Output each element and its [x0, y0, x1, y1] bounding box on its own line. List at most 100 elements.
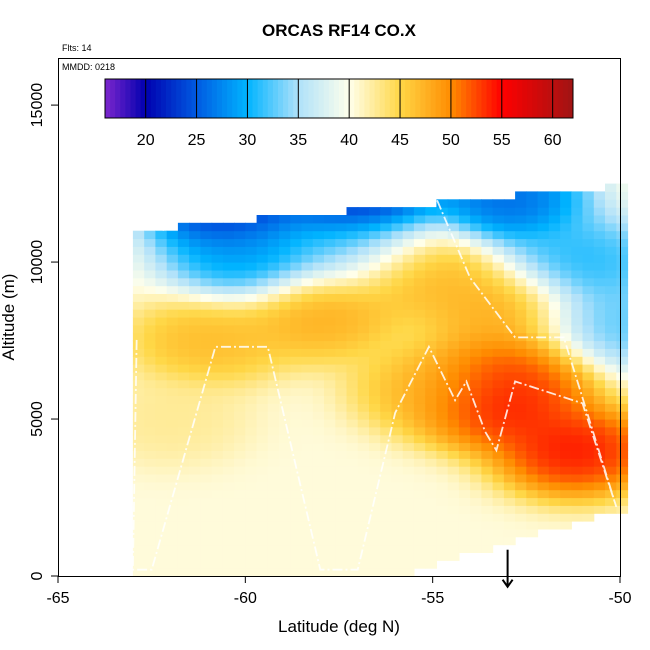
- heatmap-cell: [267, 371, 280, 381]
- colorbar-segment: [557, 79, 564, 118]
- heatmap-cell: [335, 450, 348, 459]
- heatmap-cell: [245, 513, 258, 522]
- heatmap-cell: [481, 301, 494, 310]
- flight-track: [131, 188, 618, 571]
- heatmap-cell: [548, 521, 561, 530]
- heatmap-cell: [211, 238, 224, 247]
- heatmap-cell: [369, 246, 381, 255]
- heatmap-cell: [234, 277, 246, 287]
- heatmap-cell: [144, 528, 156, 538]
- heatmap-cell: [391, 426, 404, 436]
- heatmap-cell: [548, 466, 561, 475]
- heatmap-cell: [234, 568, 246, 577]
- heatmap-cell: [560, 395, 572, 404]
- heatmap-cell: [436, 395, 449, 404]
- colorbar-segment: [257, 79, 264, 118]
- heatmap-cell: [425, 277, 437, 287]
- heatmap-cell: [290, 332, 303, 342]
- heatmap-cell: [425, 552, 437, 561]
- heatmap-cell: [155, 277, 168, 287]
- heatmap-cell: [155, 356, 168, 365]
- heatmap-cell: [324, 222, 336, 232]
- heatmap-cell: [144, 403, 156, 412]
- heatmap-cell: [144, 246, 156, 255]
- heatmap-cell: [132, 536, 145, 546]
- heatmap-cell: [582, 277, 595, 287]
- heatmap-cell: [402, 332, 415, 342]
- heatmap-cell: [582, 497, 595, 506]
- heatmap-cell: [290, 371, 303, 381]
- heatmap-cell: [560, 269, 572, 279]
- heatmap-cell: [593, 371, 606, 381]
- heatmap-cell: [155, 301, 168, 310]
- heatmap-cell: [458, 505, 471, 514]
- heatmap-cell: [279, 332, 291, 342]
- heatmap-cell: [470, 544, 482, 553]
- heatmap-cell: [593, 207, 606, 216]
- heatmap-cell: [245, 536, 258, 546]
- heatmap-cell: [132, 474, 145, 483]
- heatmap-cell: [177, 309, 190, 318]
- heatmap-cell: [413, 246, 426, 255]
- heatmap-cell: [537, 442, 550, 451]
- heatmap-cell: [357, 230, 370, 240]
- heatmap-cell: [447, 317, 460, 326]
- heatmap-cell: [447, 481, 460, 491]
- heatmap-cell: [470, 513, 482, 522]
- heatmap-cell: [290, 521, 303, 530]
- heatmap-cell: [560, 403, 572, 412]
- colorbar-tick-label: 60: [544, 132, 562, 149]
- heatmap-cell: [526, 481, 539, 491]
- colorbar-segment: [486, 79, 493, 118]
- heatmap-cell: [211, 411, 224, 420]
- heatmap-cell: [526, 324, 539, 334]
- heatmap-cell: [616, 269, 629, 279]
- heatmap-cell: [234, 364, 246, 373]
- heatmap-cell: [560, 317, 572, 326]
- heatmap-cell: [132, 340, 145, 349]
- heatmap-cell: [402, 568, 415, 577]
- heatmap-cell: [582, 450, 595, 459]
- heatmap-cell: [166, 403, 179, 412]
- heatmap-cell: [537, 521, 550, 530]
- heatmap-cell: [256, 552, 269, 561]
- heatmap-cell: [481, 262, 494, 271]
- heatmap-cell: [548, 458, 561, 467]
- heatmap-cell: [605, 309, 617, 318]
- heatmap-cell: [346, 560, 359, 569]
- heatmap-cell: [616, 489, 629, 499]
- heatmap-cell: [571, 513, 584, 522]
- heatmap-cell: [211, 262, 224, 271]
- heatmap-cell: [571, 246, 584, 255]
- heatmap-cell: [346, 419, 359, 428]
- heatmap-cell: [369, 434, 381, 444]
- heatmap-cell: [369, 348, 381, 357]
- heatmap-cell: [571, 285, 584, 294]
- heatmap-cell: [346, 434, 359, 444]
- heatmap-cell: [369, 262, 381, 271]
- heatmap-cell: [402, 544, 415, 553]
- y-tick-label: 5000: [29, 401, 46, 437]
- heatmap-cell: [560, 293, 572, 302]
- heatmap-cell: [222, 466, 235, 475]
- heatmap-cell: [155, 521, 168, 530]
- heatmap-cell: [312, 411, 325, 420]
- heatmap-cell: [458, 254, 471, 263]
- heatmap-cell: [481, 521, 494, 530]
- heatmap-cell: [503, 246, 516, 255]
- heatmap-cell: [177, 544, 190, 553]
- heatmap-cell: [312, 215, 325, 224]
- heatmap-cell: [211, 426, 224, 436]
- heatmap-cell: [548, 246, 561, 255]
- heatmap-cell: [279, 222, 291, 232]
- heatmap-cell: [593, 277, 606, 287]
- heatmap-cell: [413, 387, 426, 396]
- heatmap-cell: [290, 215, 303, 224]
- heatmap-cell: [132, 466, 145, 475]
- heatmap-cell: [211, 450, 224, 459]
- heatmap-cell: [357, 560, 370, 569]
- heatmap-cell: [189, 324, 201, 334]
- heatmap-cell: [357, 458, 370, 467]
- heatmap-cell: [380, 568, 392, 577]
- heatmap-cell: [256, 246, 269, 255]
